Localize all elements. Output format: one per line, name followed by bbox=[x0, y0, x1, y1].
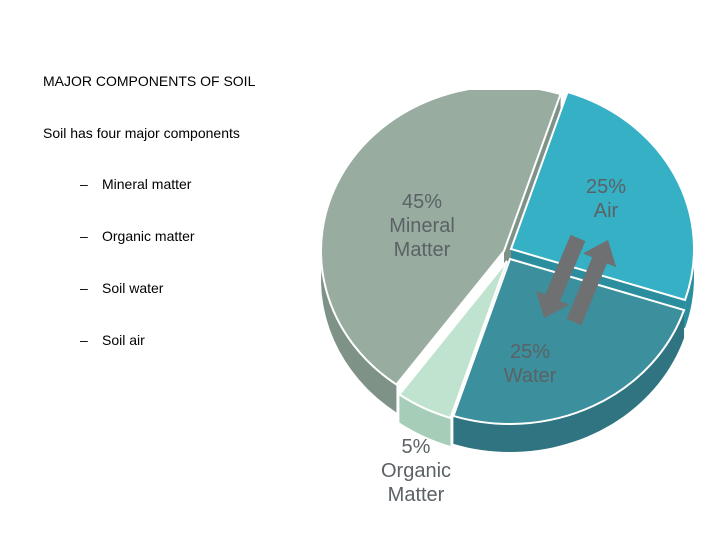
arrow-icon bbox=[536, 234, 586, 318]
pie-slice-label: Water bbox=[504, 365, 557, 387]
pie-slice-label: 25% bbox=[586, 176, 626, 198]
bullet-item-air: – Soil air bbox=[80, 332, 195, 384]
bullet-item-water: – Soil water bbox=[80, 280, 195, 332]
pie-slice bbox=[509, 90, 695, 302]
pie-slice-label: Organic bbox=[381, 460, 451, 482]
bullet-dash: – bbox=[80, 176, 88, 192]
soil-pie-chart: 45%MineralMatter25%Air25%Water5%OrganicM… bbox=[320, 90, 695, 506]
exchange-arrows-icon bbox=[536, 234, 617, 326]
pie-slice bbox=[320, 90, 562, 386]
bullet-dash: – bbox=[80, 332, 88, 348]
pie-slice-label: Mineral bbox=[389, 215, 455, 237]
slide-subtitle: Soil has four major components bbox=[43, 125, 240, 141]
pie-slice-label: 5% bbox=[402, 436, 431, 458]
pie-slice-label: 25% bbox=[510, 341, 550, 363]
pie-slice-label: Matter bbox=[394, 239, 451, 261]
pie-labels: 45%MineralMatter25%Air25%Water5%OrganicM… bbox=[381, 176, 626, 506]
pie-slice-label: Matter bbox=[388, 484, 445, 506]
bullet-dash: – bbox=[80, 228, 88, 244]
pie-slice-label: 45% bbox=[402, 191, 442, 213]
pie-slice-side bbox=[453, 309, 685, 452]
bullet-item-mineral: – Mineral matter bbox=[80, 176, 195, 228]
pie-slice-label: Air bbox=[594, 200, 619, 222]
bullet-label: Organic matter bbox=[102, 228, 195, 244]
bullet-label: Mineral matter bbox=[102, 176, 192, 192]
pie-tops bbox=[320, 90, 695, 425]
pie-slice bbox=[397, 260, 508, 420]
bullet-list: – Mineral matter – Organic matter – Soil… bbox=[80, 176, 195, 384]
bullet-dash: – bbox=[80, 280, 88, 296]
bullet-label: Soil water bbox=[102, 280, 164, 296]
pie-slice-side bbox=[399, 394, 451, 446]
slide-title: MAJOR COMPONENTS OF SOIL bbox=[43, 73, 256, 89]
bullet-label: Soil air bbox=[102, 332, 145, 348]
bullet-item-organic: – Organic matter bbox=[80, 228, 195, 280]
arrow-icon bbox=[566, 240, 617, 326]
pie-slice bbox=[452, 257, 686, 425]
